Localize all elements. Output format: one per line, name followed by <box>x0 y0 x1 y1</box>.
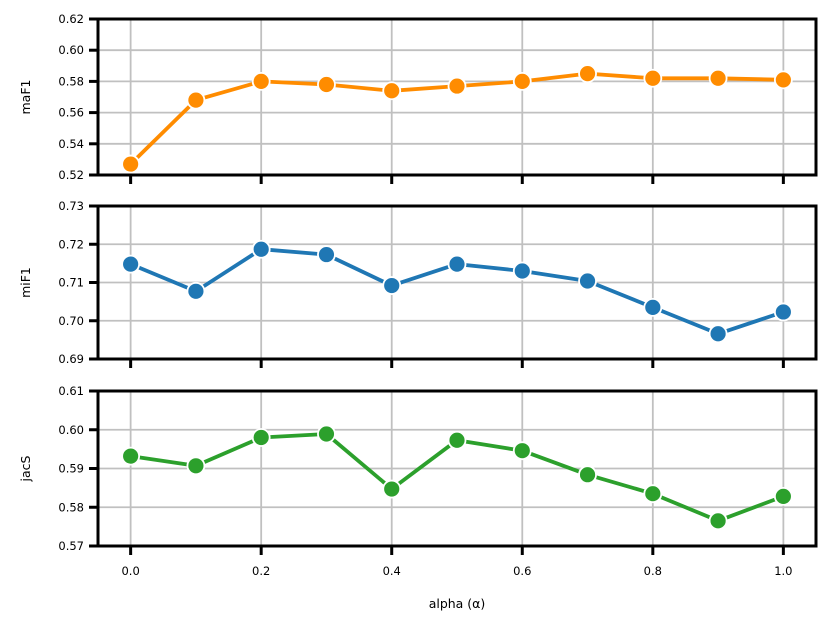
x-tick-label: 0.4 <box>383 564 401 578</box>
data-point-jacS <box>382 479 402 499</box>
y-tick-label: 0.69 <box>58 352 84 366</box>
x-tick-label: 0.8 <box>644 564 662 578</box>
y-tick-label: 0.54 <box>58 137 84 151</box>
data-point-jacS <box>512 441 532 461</box>
data-point-jacS <box>121 446 141 466</box>
data-point-maF1 <box>643 68 663 88</box>
y-tick-label: 0.70 <box>58 314 84 328</box>
data-point-maF1 <box>447 76 467 96</box>
data-point-miF1 <box>708 324 728 344</box>
data-point-miF1 <box>317 245 336 264</box>
panel-miF1: 0.69 0.70 0.71 0.72 0.73 miF1 <box>18 199 818 368</box>
data-point-miF1 <box>186 281 206 301</box>
data-point-jacS <box>447 430 467 450</box>
data-point-jacS <box>186 456 206 476</box>
panel-maF1: 0.52 0.54 0.56 0.58 0.60 0.62 maF1 <box>18 12 818 184</box>
data-point-maF1 <box>512 72 532 91</box>
panel-frame <box>96 204 818 361</box>
data-point-miF1 <box>512 261 532 281</box>
data-point-jacS <box>773 486 793 506</box>
data-point-maF1 <box>382 81 402 101</box>
x-tick-label: 0.6 <box>513 564 531 578</box>
data-point-miF1 <box>251 239 271 259</box>
data-point-miF1 <box>382 276 402 295</box>
y-axis-label-maF1: maF1 <box>18 80 33 115</box>
y-tick-label: 0.58 <box>58 74 84 88</box>
y-tick-label: 0.59 <box>58 462 84 476</box>
y-tick-label: 0.57 <box>58 539 84 553</box>
y-tick-label: 0.56 <box>58 106 84 120</box>
x-axis-label: alpha (α) <box>429 596 486 611</box>
x-tick-label: 0.0 <box>121 564 139 578</box>
data-point-jacS <box>708 511 728 531</box>
data-point-jacS <box>251 428 271 447</box>
data-point-maF1 <box>121 154 141 174</box>
y-tick-label: 0.62 <box>58 12 84 26</box>
y-tick-label: 0.73 <box>58 199 84 213</box>
data-point-maF1 <box>578 64 597 83</box>
y-axis-label-jacS: jacS <box>18 455 33 482</box>
x-tick-label: 0.2 <box>252 564 270 578</box>
panel-jacS: 0.57 0.58 0.59 0.60 0.61 jacS 0.0 0.2 0.4 0.6 0.8 1… <box>18 384 818 578</box>
data-point-jacS <box>643 484 663 504</box>
data-point-maF1 <box>773 70 793 90</box>
panel-frame <box>96 389 818 548</box>
data-point-miF1 <box>773 302 793 322</box>
data-point-miF1 <box>643 297 663 317</box>
data-point-maF1 <box>186 90 206 110</box>
data-point-maF1 <box>708 68 728 88</box>
y-tick-label: 0.60 <box>58 43 84 57</box>
chart-panels: 0.52 0.54 0.56 0.58 0.60 0.62 maF1 0.69 0.70 0.71… <box>18 12 818 578</box>
data-point-maF1 <box>317 75 336 94</box>
y-tick-label: 0.72 <box>58 237 84 251</box>
data-point-miF1 <box>447 254 467 274</box>
y-tick-label: 0.60 <box>58 423 84 437</box>
data-point-jacS <box>578 465 597 485</box>
data-point-jacS <box>317 424 336 444</box>
data-point-miF1 <box>578 271 597 291</box>
panel-frame <box>96 17 818 177</box>
y-tick-label: 0.61 <box>58 384 84 398</box>
data-point-maF1 <box>251 72 271 91</box>
y-tick-label: 0.52 <box>58 168 84 182</box>
y-axis-label-miF1: miF1 <box>18 267 33 298</box>
x-tick-label: 1.0 <box>774 564 792 578</box>
data-point-miF1 <box>121 254 141 274</box>
y-tick-label: 0.71 <box>58 276 84 290</box>
y-tick-label: 0.58 <box>58 500 84 514</box>
